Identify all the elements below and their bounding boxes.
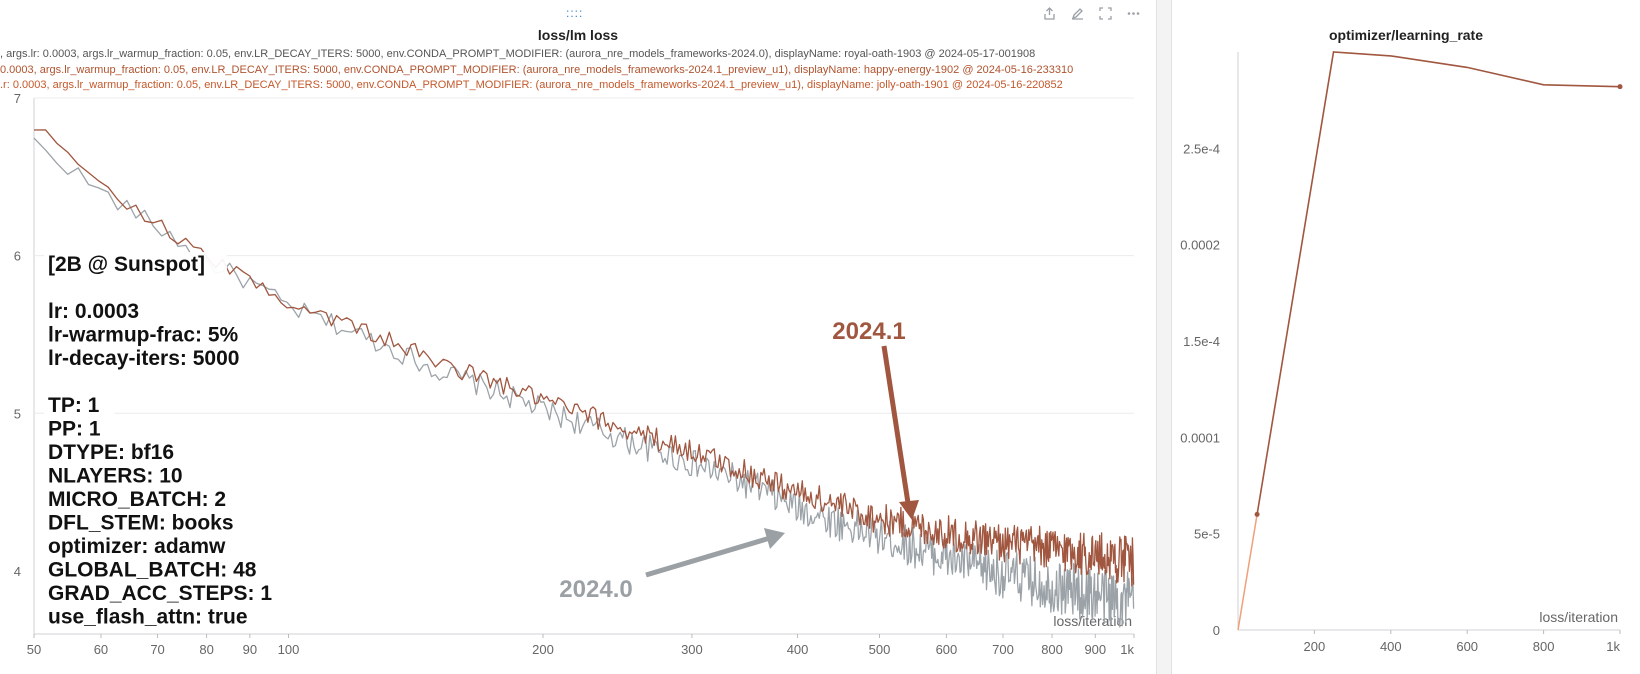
x-tick-label: 600 bbox=[1456, 639, 1478, 654]
learning-rate-chart: 0 5e-5 0.0001 1.5e-4 0.0002 2.5e-4 200 400 600 80… bbox=[1180, 51, 1623, 654]
annotation-2024-0: 2024.0 bbox=[559, 576, 632, 603]
legend-entry-royal-oath[interactable]: , args.lr: 0.0003, args.lr_warmup_fracti… bbox=[0, 48, 1036, 60]
x-tick-label: 100 bbox=[278, 642, 300, 657]
annotation-2024-0-bg bbox=[548, 572, 646, 606]
info-line-bg bbox=[44, 346, 302, 370]
info-line: GLOBAL_BATCH: 48 bbox=[48, 559, 257, 582]
x-axis-label: loss/iteration bbox=[1539, 609, 1618, 625]
x-tick-label: 600 bbox=[936, 642, 958, 657]
info-line-bg bbox=[44, 534, 252, 558]
panel-toolbar bbox=[1042, 6, 1140, 20]
fullscreen-icon[interactable] bbox=[1098, 6, 1112, 20]
legend-entry-happy-energy[interactable]: 0.0003, args.lr_warmup_fraction: 0.05, e… bbox=[0, 63, 1074, 76]
share-icon[interactable] bbox=[1042, 6, 1056, 20]
x-tick-label: 500 bbox=[869, 642, 891, 657]
info-line: lr: 0.0003 bbox=[48, 300, 139, 323]
x-tick-label: 1k bbox=[1606, 639, 1620, 654]
info-line-bg bbox=[44, 557, 252, 582]
info-line: lr-warmup-frac: 5% bbox=[48, 324, 239, 347]
x-tick-label: 900 bbox=[1084, 642, 1106, 657]
y-tick-label: 0 bbox=[1213, 623, 1220, 638]
loss-chart-title: loss/lm loss bbox=[537, 27, 619, 43]
y-tick-label: 4 bbox=[14, 564, 21, 579]
info-line-bg bbox=[44, 299, 177, 323]
annotation-2024-1: 2024.1 bbox=[832, 318, 905, 345]
loss-chart-panel: :::: loss/lm loss , args.lr: 0.0003, arg… bbox=[0, 6, 1150, 657]
learning-rate-title: optimizer/learning_rate bbox=[1328, 27, 1484, 43]
info-line-bg bbox=[44, 604, 302, 629]
info-line: GRAD_ACC_STEPS: 1 bbox=[48, 582, 272, 605]
legend-entry-jolly-oath[interactable]: .r: 0.0003, args.lr_warmup_fraction: 0.0… bbox=[0, 79, 1063, 91]
info-line-bg bbox=[44, 252, 227, 276]
y-tick-label: 7 bbox=[14, 91, 21, 106]
info-line: lr-decay-iters: 5000 bbox=[48, 347, 239, 370]
info-line: optimizer: adamw bbox=[48, 535, 226, 558]
info-line-bg bbox=[44, 581, 265, 605]
x-tick-label: 200 bbox=[532, 642, 554, 657]
info-line: TP: 1 bbox=[48, 394, 100, 417]
annotation-arrow-2024-1 bbox=[881, 345, 911, 504]
info-line-bg bbox=[44, 440, 190, 464]
info-line: PP: 1 bbox=[48, 418, 101, 441]
y-tick-label: 1.5e-4 bbox=[1183, 334, 1220, 349]
x-tick-label: 50 bbox=[27, 642, 41, 657]
info-line: MICRO_BATCH: 2 bbox=[48, 488, 226, 511]
info-line-bg bbox=[44, 393, 115, 417]
series-line-2024-1 bbox=[33, 129, 1135, 587]
y-tick-label: 0.0002 bbox=[1180, 238, 1220, 253]
y-tick-label: 6 bbox=[14, 249, 21, 264]
x-tick-label: 800 bbox=[1041, 642, 1063, 657]
config-info-box: [2B @ Sunspot] lr: 0.0003lr-warmup-frac: … bbox=[44, 252, 302, 629]
y-tick-label: 5e-5 bbox=[1194, 527, 1220, 542]
x-tick-label: 700 bbox=[992, 642, 1014, 657]
x-tick-label: 400 bbox=[787, 642, 809, 657]
x-axis-label: loss/iteration bbox=[1053, 613, 1132, 629]
y-tick-label: 0.0001 bbox=[1180, 430, 1220, 445]
info-line: DFL_STEM: books bbox=[48, 512, 234, 535]
chart-legend: , args.lr: 0.0003, args.lr_warmup_fracti… bbox=[0, 47, 1150, 94]
info-line-bg bbox=[44, 510, 240, 535]
info-line-bg bbox=[44, 416, 115, 441]
y-tick-label: 5 bbox=[14, 406, 21, 421]
x-tick-label: 200 bbox=[1304, 639, 1326, 654]
edit-icon[interactable] bbox=[1070, 6, 1084, 20]
loss-chart: 4 5 6 7 50 60 70 80 90 100 200 300 400 500 600 700 800 90… bbox=[14, 91, 1135, 657]
lr-warmup-segment bbox=[1237, 514, 1258, 631]
info-line-bg bbox=[44, 487, 227, 511]
x-tick-label: 1k bbox=[1120, 642, 1134, 657]
series-line-2024-0 bbox=[33, 137, 1135, 628]
x-tick-label: 80 bbox=[199, 642, 213, 657]
lr-start-point bbox=[1254, 511, 1260, 517]
annotation-arrow-2024-0 bbox=[645, 535, 771, 578]
y-tick-label: 2.5e-4 bbox=[1183, 141, 1220, 156]
more-options-icon[interactable] bbox=[1126, 6, 1140, 20]
info-line-bg bbox=[44, 322, 277, 347]
learning-rate-panel: optimizer/learning_rate 0 5e-5 0.0001 1.5e-… bbox=[1172, 0, 1640, 674]
learning-rate-line bbox=[1256, 51, 1621, 515]
x-tick-label: 800 bbox=[1533, 639, 1555, 654]
panel-divider[interactable] bbox=[1156, 0, 1172, 674]
annotation-arrowhead-2024-1 bbox=[899, 500, 919, 520]
x-tick-label: 90 bbox=[243, 642, 257, 657]
x-tick-label: 70 bbox=[150, 642, 164, 657]
info-line: NLAYERS: 10 bbox=[48, 465, 183, 488]
info-line: DTYPE: bf16 bbox=[48, 441, 174, 464]
x-tick-label: 400 bbox=[1380, 639, 1402, 654]
x-tick-label: 300 bbox=[681, 642, 703, 657]
annotation-2024-1-bg bbox=[820, 314, 918, 348]
info-line-bg bbox=[44, 463, 190, 488]
annotation-arrowhead-2024-0 bbox=[764, 528, 785, 549]
drag-handle-icon[interactable]: :::: bbox=[566, 6, 584, 20]
lr-end-point bbox=[1617, 84, 1623, 90]
info-line: use_flash_attn: true bbox=[48, 606, 248, 629]
info-line: [2B @ Sunspot] bbox=[48, 253, 205, 276]
x-tick-label: 60 bbox=[94, 642, 108, 657]
